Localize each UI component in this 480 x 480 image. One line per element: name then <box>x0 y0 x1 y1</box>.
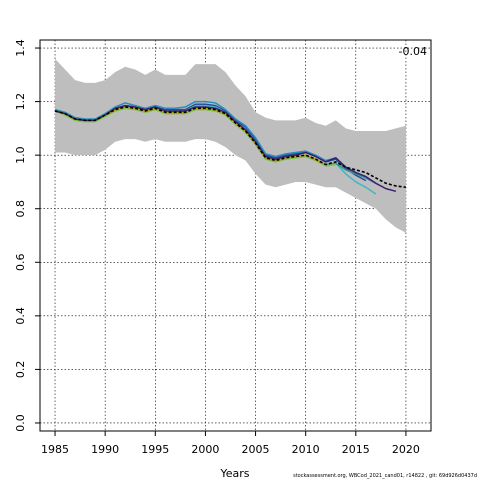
y-tick-label: 0.8 <box>14 200 27 218</box>
series-line-5 <box>54 107 336 167</box>
x-tick-label: 2020 <box>392 443 420 456</box>
x-tick-label: 2005 <box>242 443 270 456</box>
x-axis: 1985 1990 1995 2000 2005 2010 2015 2020 <box>41 431 420 456</box>
series-lines <box>54 100 407 195</box>
y-tick-label: 1.0 <box>14 146 27 164</box>
corner-annotation: -0.04 <box>399 45 427 58</box>
y-tick-label: 0.4 <box>14 307 27 325</box>
y-axis: 0.0 0.2 0.4 0.6 0.8 1.0 1.2 1.4 <box>14 39 40 432</box>
footer-credit: stockassessment.org, WBCod_2021_cand01, … <box>293 473 477 479</box>
y-tick-label: 0.0 <box>14 414 27 432</box>
x-tick-label: 1985 <box>41 443 69 456</box>
y-tick-label: 1.4 <box>14 39 27 57</box>
confidence-band-area <box>55 58 406 233</box>
y-tick-label: 0.6 <box>14 254 27 272</box>
series-line-2 <box>54 100 377 184</box>
x-tick-label: 1995 <box>141 443 169 456</box>
x-tick-label: 2000 <box>191 443 219 456</box>
y-tick-label: 0.2 <box>14 361 27 379</box>
y-tick-label: 1.2 <box>14 93 27 111</box>
confidence-band <box>55 58 406 233</box>
series-line-8 <box>54 106 407 189</box>
plot-frame <box>39 39 432 432</box>
x-tick-label: 2010 <box>292 443 320 456</box>
x-tick-label: 1990 <box>91 443 119 456</box>
x-axis-title: Years <box>219 467 249 480</box>
x-tick-label: 2015 <box>342 443 370 456</box>
